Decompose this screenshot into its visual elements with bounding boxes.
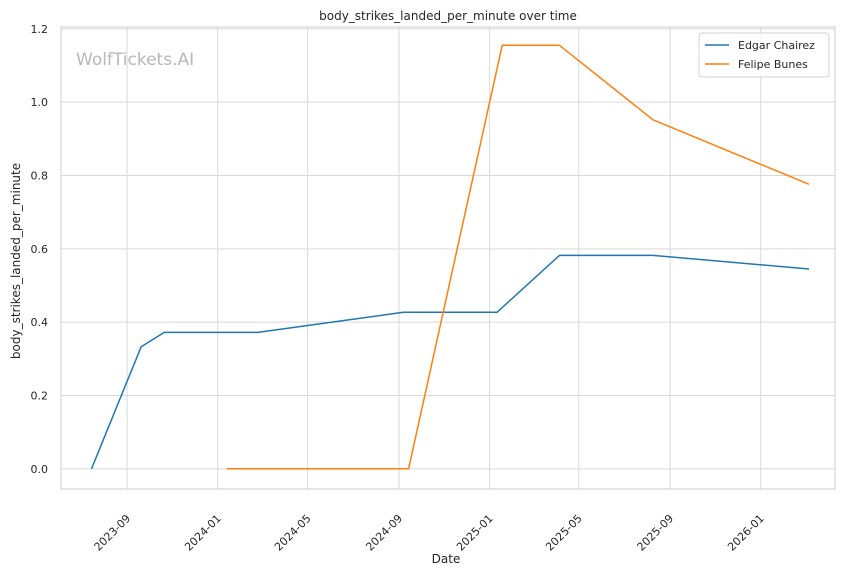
data-point-felipe-bunes (652, 119, 654, 121)
data-point-edgar-chairez (652, 254, 654, 256)
y-tick-label: 1.2 (31, 23, 49, 36)
data-point-edgar-chairez (257, 331, 259, 333)
y-tick-label: 0.6 (31, 243, 49, 256)
chart-title: body_strikes_landed_per_minute over time (319, 9, 577, 23)
y-tick-label: 0.4 (31, 316, 49, 329)
legend-label-edgar-chairez: Edgar Chairez (738, 39, 815, 52)
y-tick-label: 0.2 (31, 390, 49, 403)
grid (61, 27, 835, 489)
data-point-edgar-chairez (90, 468, 92, 470)
legend-label-felipe-bunes: Felipe Bunes (738, 58, 808, 71)
data-point-felipe-bunes (408, 468, 410, 470)
y-tick-label: 0.0 (31, 463, 49, 476)
data-point-edgar-chairez (558, 254, 560, 256)
data-point-edgar-chairez (163, 331, 165, 333)
watermark: WolfTickets.AI (76, 50, 194, 70)
y-axis: 0.0 0.2 0.4 0.6 0.8 1.0 1.2 (31, 23, 49, 476)
y-tick-label: 1.0 (31, 96, 49, 109)
legend-box (698, 32, 830, 78)
data-point-edgar-chairez (808, 268, 810, 270)
data-point-edgar-chairez (140, 346, 142, 348)
data-point-felipe-bunes (226, 468, 228, 470)
series-line-felipe-bunes (226, 44, 810, 470)
series-layer (90, 44, 810, 470)
data-point-felipe-bunes (808, 183, 810, 185)
data-point-felipe-bunes (501, 44, 503, 46)
y-axis-label: body_strikes_landed_per_minute (9, 163, 23, 359)
series-line-edgar-chairez (90, 254, 810, 470)
x-axis-label: Date (432, 552, 461, 566)
y-tick-label: 0.8 (31, 170, 49, 183)
plot-area (60, 26, 836, 490)
legend: Edgar Chairez Felipe Bunes (698, 32, 830, 78)
data-point-edgar-chairez (496, 311, 498, 313)
data-point-felipe-bunes (558, 44, 560, 46)
data-point-edgar-chairez (402, 311, 404, 313)
